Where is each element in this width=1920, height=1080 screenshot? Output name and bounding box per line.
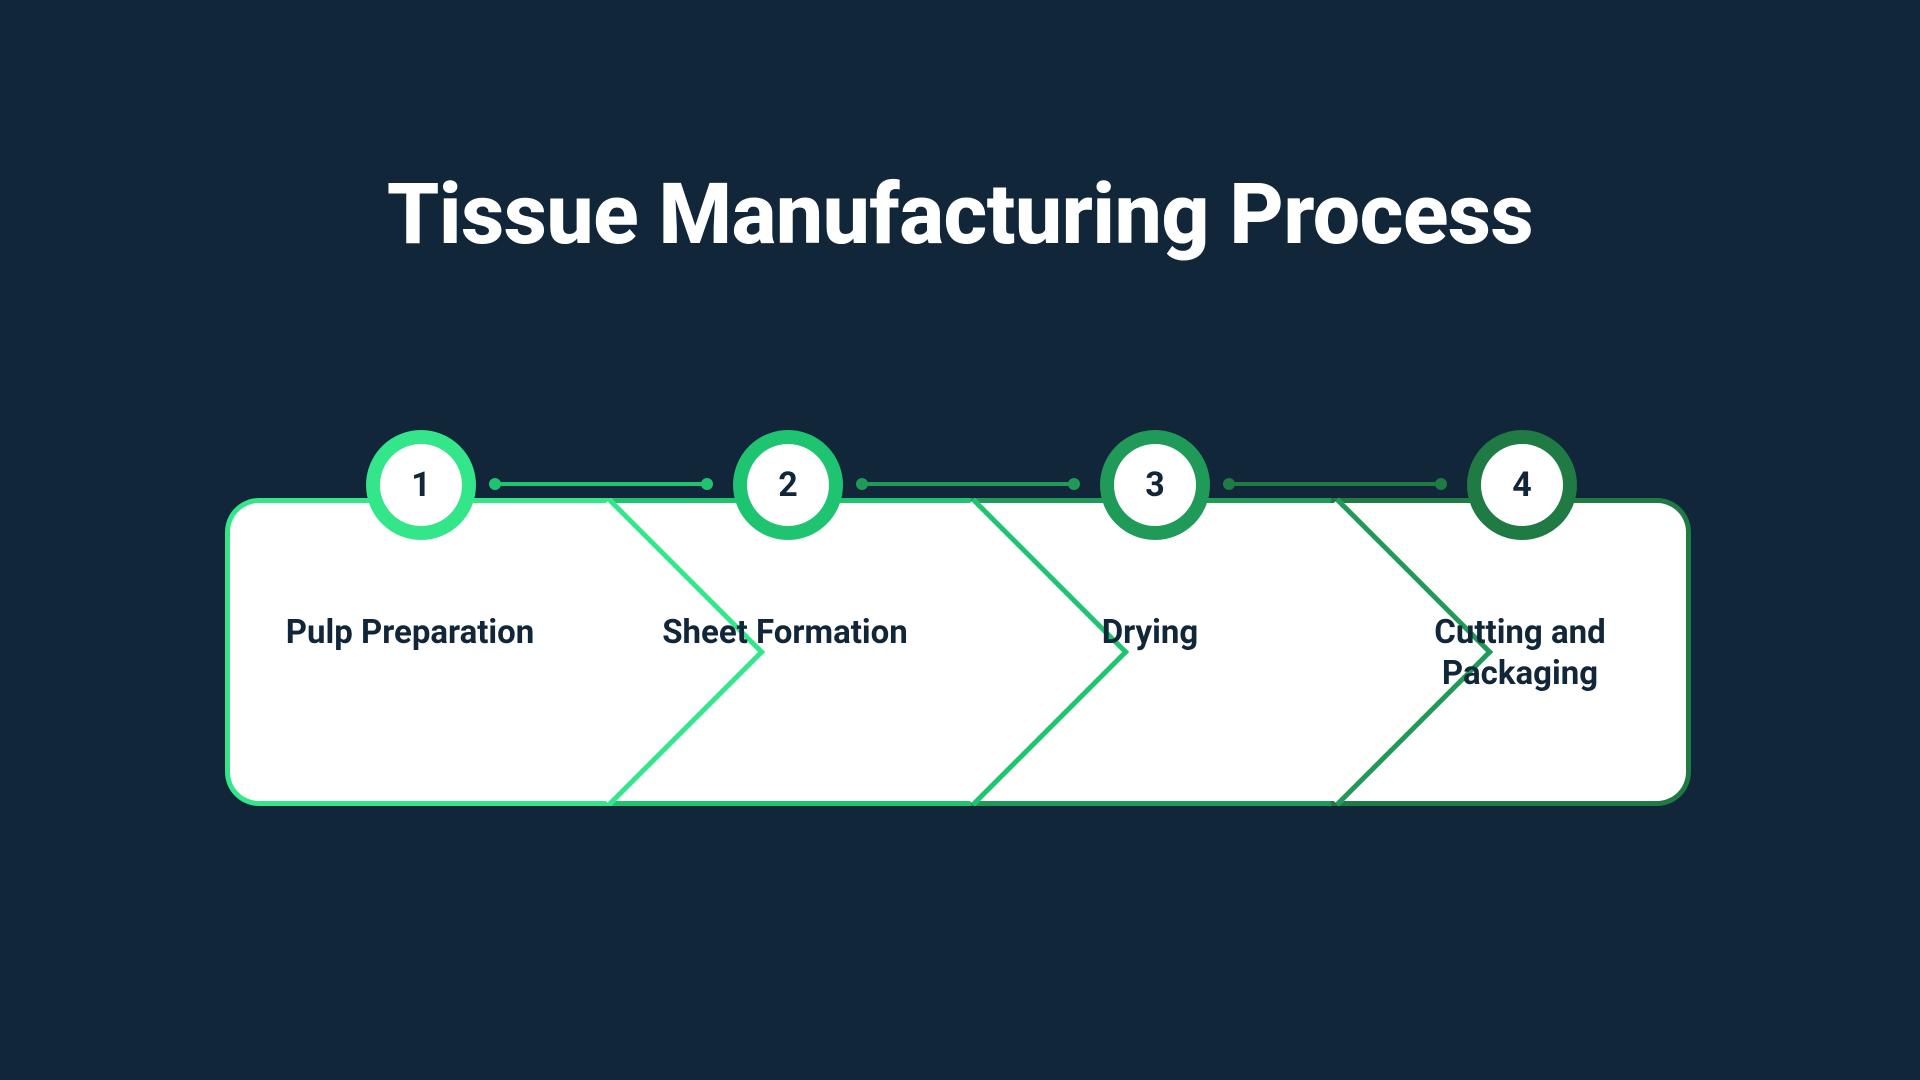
process-flow: Pulp Preparation Sheet Formation Drying … — [225, 430, 1695, 806]
step-label: Drying — [1020, 612, 1280, 653]
connector-dot — [1435, 478, 1447, 490]
page-title: Tissue Manufacturing Process — [0, 165, 1920, 264]
step-number: 1 — [411, 465, 431, 505]
connector-line — [1227, 482, 1443, 486]
step-number-badge: 3 — [1100, 430, 1210, 540]
connector-line — [860, 482, 1076, 486]
step-number: 4 — [1512, 465, 1532, 505]
step-number-badge: 2 — [733, 430, 843, 540]
connector-line — [493, 482, 709, 486]
connector-dot — [489, 478, 501, 490]
step-label: Pulp Preparation — [280, 612, 540, 653]
connector-dot — [1223, 478, 1235, 490]
step-number: 3 — [1145, 465, 1165, 505]
connector-dot — [701, 478, 713, 490]
step-label: Sheet Formation — [655, 612, 915, 653]
step-number: 2 — [778, 465, 798, 505]
step-label: Cutting and Packaging — [1390, 612, 1650, 695]
step-number-badge: 4 — [1467, 430, 1577, 540]
connector-dot — [856, 478, 868, 490]
connector-dot — [1068, 478, 1080, 490]
step-number-badge: 1 — [366, 430, 476, 540]
